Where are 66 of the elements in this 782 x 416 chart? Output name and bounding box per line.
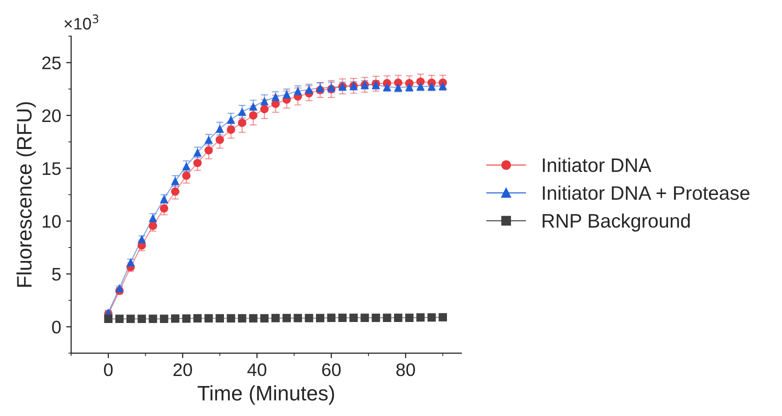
x-tick-label: 60 — [322, 363, 341, 376]
x-tick-label: 20 — [174, 363, 192, 376]
point — [226, 314, 236, 322]
point — [171, 314, 180, 323]
point — [304, 314, 314, 322]
x-tick-label: 40 — [247, 363, 266, 376]
point — [226, 116, 236, 124]
y-tick-label: 0 — [52, 320, 61, 334]
point — [294, 314, 302, 322]
point — [405, 314, 414, 322]
point — [260, 314, 269, 322]
y-tick-label: 10 — [42, 215, 61, 228]
y-axis-title: Fluorescence (RFU) — [16, 102, 36, 287]
point — [160, 314, 168, 324]
point — [138, 314, 146, 324]
y-tick-label: 15 — [42, 162, 61, 175]
point — [204, 314, 213, 322]
point — [260, 104, 269, 114]
point — [360, 314, 369, 322]
text: ×10$^{3}$ — [64, 14, 98, 30]
point — [238, 108, 246, 116]
point — [126, 314, 135, 324]
point — [282, 90, 291, 98]
point — [115, 314, 124, 324]
x-axis-title: Time (Minutes) — [198, 385, 334, 405]
point — [382, 314, 392, 322]
y-tick-label: 5 — [52, 268, 61, 281]
legend-label: Initiator DNA + Protease — [542, 186, 750, 200]
legend-label: Initiator DNA — [542, 158, 652, 172]
point — [182, 314, 191, 323]
legend-label: RNP Background — [542, 213, 690, 232]
x-tick-label: 0 — [104, 363, 113, 376]
point — [182, 172, 191, 180]
point — [338, 314, 347, 322]
point — [349, 314, 358, 322]
point — [238, 118, 246, 128]
point — [394, 314, 402, 322]
x-tick-label: 80 — [396, 363, 415, 376]
point — [316, 314, 324, 322]
point — [416, 313, 425, 322]
point — [104, 314, 112, 324]
point — [249, 102, 258, 111]
point — [238, 314, 246, 322]
point — [148, 314, 158, 324]
point — [327, 314, 336, 322]
point — [271, 314, 280, 322]
point — [216, 314, 224, 322]
point — [249, 314, 258, 322]
point — [282, 314, 291, 322]
point — [160, 204, 168, 213]
point — [193, 314, 202, 322]
y-tick-label: 25 — [42, 56, 61, 70]
point — [372, 314, 380, 322]
point — [204, 136, 213, 144]
point — [438, 313, 447, 322]
point — [260, 97, 269, 106]
point — [171, 187, 180, 196]
y-tick-label: 20 — [42, 109, 61, 122]
point — [115, 284, 124, 292]
point — [216, 124, 224, 133]
point — [193, 158, 202, 168]
point — [204, 146, 213, 154]
point — [427, 313, 436, 322]
point — [249, 111, 258, 120]
point — [216, 136, 224, 144]
point — [226, 126, 236, 134]
